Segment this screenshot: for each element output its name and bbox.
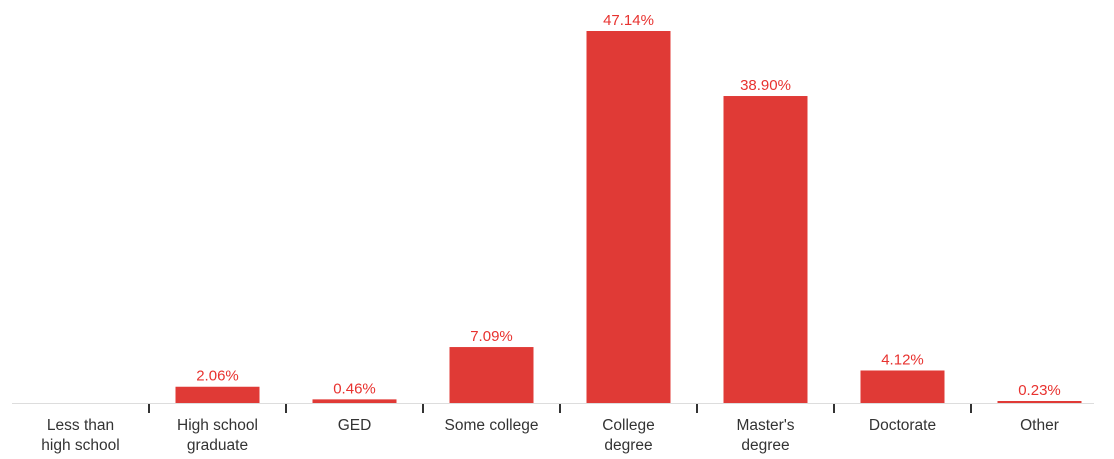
bar (586, 31, 671, 403)
bar-value-label: 7.09% (470, 328, 513, 345)
x-axis-ticks (148, 404, 972, 413)
x-tick-label: Other (1020, 417, 1059, 434)
value-labels-group: 2.06% 0.46% 7.09% 47.14% 38.90% 4.12% 0.23% (196, 12, 1061, 399)
bar (312, 399, 397, 403)
bars-group (175, 31, 1082, 404)
bar-value-label: 38.90% (740, 77, 791, 94)
x-tick-label: Some college (445, 417, 539, 434)
x-tick-label: Doctorate (869, 417, 936, 434)
x-tick-label: College degree (602, 417, 655, 454)
x-tick-label: High school graduate (177, 417, 258, 454)
bar (449, 347, 534, 403)
bar-value-label: 4.12% (881, 351, 924, 368)
x-tick-label: Less than high school (41, 417, 119, 454)
bar (723, 96, 808, 404)
bar-value-label: 2.06% (196, 368, 239, 385)
category-labels-group: Less than high school High school graduate G… (41, 417, 1059, 454)
x-tick-label: Master's degree (736, 417, 794, 454)
bar-value-label: 0.46% (333, 380, 376, 397)
bar-value-label: 47.14% (603, 12, 654, 29)
x-tick-label: GED (338, 417, 372, 434)
bar (175, 386, 260, 403)
bar (860, 370, 945, 403)
bar (997, 401, 1082, 403)
bar-value-label: 0.23% (1018, 382, 1061, 399)
